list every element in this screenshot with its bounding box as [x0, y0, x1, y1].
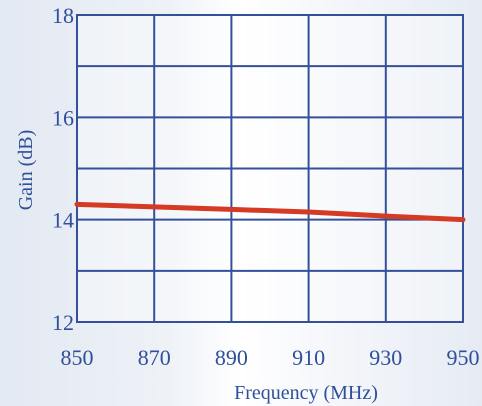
x-tick-label: 930	[369, 345, 402, 370]
x-tick-label: 870	[138, 345, 171, 370]
y-axis-label: Gain (dB)	[15, 130, 37, 211]
y-tick-label: 18	[52, 3, 74, 28]
x-tick-label: 850	[61, 345, 94, 370]
x-axis-label: Frequency (MHz)	[234, 382, 378, 404]
y-tick-label: 14	[52, 208, 74, 233]
x-tick-label: 890	[215, 345, 248, 370]
y-tick-label: 12	[52, 310, 74, 335]
x-tick-label: 910	[292, 345, 325, 370]
y-tick-labels: 12 14 16 18	[52, 3, 74, 335]
gain-series-line	[74, 201, 466, 223]
y-tick-label: 16	[52, 105, 74, 130]
series-layer	[74, 201, 466, 223]
plot-frame	[76, 14, 464, 323]
x-tick-label: 950	[447, 345, 480, 370]
x-tick-labels: 850 870 890 910 930 950	[61, 345, 480, 370]
